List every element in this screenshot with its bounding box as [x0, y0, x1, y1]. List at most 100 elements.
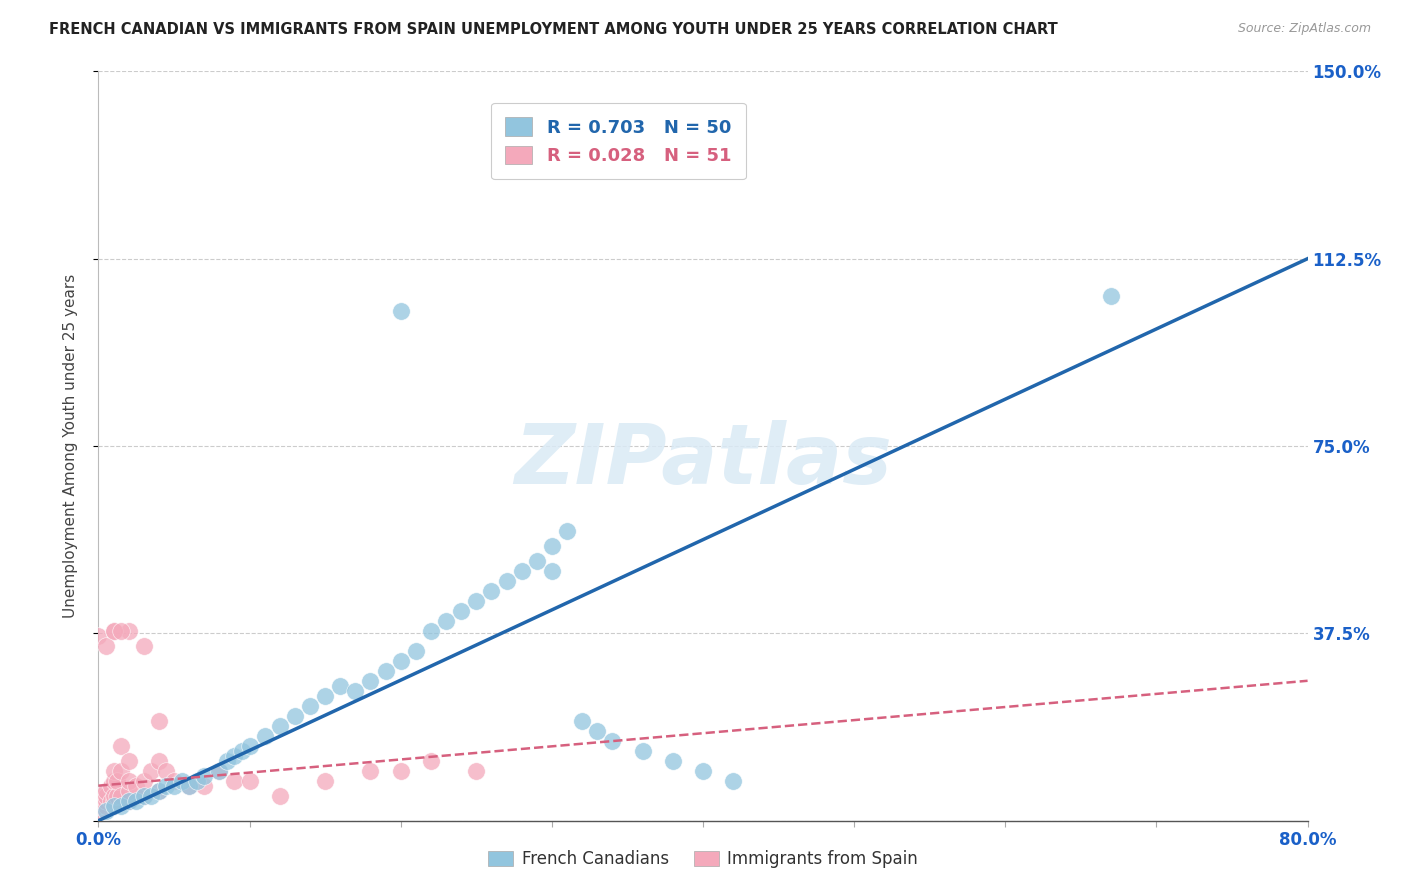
- Point: [465, 764, 488, 778]
- Point: [105, 773, 128, 788]
- Point: [87, 794, 110, 808]
- Point: [420, 624, 443, 638]
- Point: [526, 554, 548, 568]
- Point: [141, 789, 163, 803]
- Point: [118, 624, 141, 638]
- Legend: French Canadians, Immigrants from Spain: French Canadians, Immigrants from Spain: [482, 844, 924, 875]
- Point: [540, 564, 562, 578]
- Point: [661, 754, 683, 768]
- Point: [148, 714, 170, 728]
- Point: [94, 789, 117, 803]
- Point: [224, 748, 246, 763]
- Point: [163, 779, 186, 793]
- Point: [125, 779, 148, 793]
- Point: [284, 708, 307, 723]
- Point: [110, 798, 132, 813]
- Point: [193, 769, 215, 783]
- Point: [155, 764, 177, 778]
- Text: FRENCH CANADIAN VS IMMIGRANTS FROM SPAIN UNEMPLOYMENT AMONG YOUTH UNDER 25 YEARS: FRENCH CANADIAN VS IMMIGRANTS FROM SPAIN…: [49, 22, 1057, 37]
- Point: [148, 754, 170, 768]
- Point: [163, 773, 186, 788]
- Point: [94, 639, 117, 653]
- Point: [193, 779, 215, 793]
- Point: [269, 789, 291, 803]
- Point: [420, 754, 443, 768]
- Point: [481, 583, 503, 598]
- Point: [495, 574, 517, 588]
- Point: [103, 789, 125, 803]
- Point: [208, 764, 231, 778]
- Point: [253, 729, 276, 743]
- Point: [132, 789, 155, 803]
- Point: [118, 794, 141, 808]
- Point: [103, 624, 125, 638]
- Point: [87, 798, 110, 813]
- Point: [118, 794, 141, 808]
- Point: [94, 783, 117, 797]
- Point: [94, 794, 117, 808]
- Point: [465, 594, 488, 608]
- Text: ZIPatlas: ZIPatlas: [515, 420, 891, 501]
- Point: [374, 664, 396, 678]
- Point: [389, 304, 412, 318]
- Point: [141, 764, 163, 778]
- Point: [299, 698, 322, 713]
- Point: [118, 773, 141, 788]
- Point: [631, 744, 654, 758]
- Point: [186, 773, 208, 788]
- Point: [125, 794, 148, 808]
- Point: [132, 789, 155, 803]
- Point: [132, 773, 155, 788]
- Point: [170, 773, 193, 788]
- Point: [389, 764, 412, 778]
- Point: [103, 798, 125, 813]
- Point: [87, 629, 110, 643]
- Point: [110, 764, 132, 778]
- Point: [360, 764, 382, 778]
- Point: [155, 779, 177, 793]
- Point: [94, 798, 117, 813]
- Point: [103, 773, 125, 788]
- Point: [179, 779, 201, 793]
- Point: [179, 779, 201, 793]
- Point: [314, 689, 336, 703]
- Point: [148, 783, 170, 797]
- Point: [571, 714, 593, 728]
- Point: [118, 754, 141, 768]
- Point: [314, 773, 336, 788]
- Y-axis label: Unemployment Among Youth under 25 years: Unemployment Among Youth under 25 years: [63, 274, 77, 618]
- Point: [105, 789, 128, 803]
- Point: [148, 783, 170, 797]
- Point: [360, 673, 382, 688]
- Point: [110, 739, 132, 753]
- Point: [239, 739, 262, 753]
- Point: [100, 779, 122, 793]
- Point: [586, 723, 609, 738]
- Point: [110, 789, 132, 803]
- Point: [329, 679, 352, 693]
- Point: [94, 804, 117, 818]
- Point: [540, 539, 562, 553]
- Point: [1099, 289, 1122, 303]
- Point: [723, 773, 745, 788]
- Point: [224, 773, 246, 788]
- Point: [132, 639, 155, 653]
- Legend: R = 0.703   N = 50, R = 0.028   N = 51: R = 0.703 N = 50, R = 0.028 N = 51: [491, 103, 745, 179]
- Point: [510, 564, 533, 578]
- Point: [103, 764, 125, 778]
- Text: Source: ZipAtlas.com: Source: ZipAtlas.com: [1237, 22, 1371, 36]
- Point: [103, 624, 125, 638]
- Point: [100, 794, 122, 808]
- Point: [215, 754, 238, 768]
- Point: [602, 733, 624, 747]
- Point: [110, 624, 132, 638]
- Point: [239, 773, 262, 788]
- Point: [389, 654, 412, 668]
- Point: [118, 783, 141, 797]
- Point: [344, 683, 367, 698]
- Point: [87, 804, 110, 818]
- Point: [450, 604, 472, 618]
- Point: [103, 798, 125, 813]
- Point: [555, 524, 578, 538]
- Point: [103, 794, 125, 808]
